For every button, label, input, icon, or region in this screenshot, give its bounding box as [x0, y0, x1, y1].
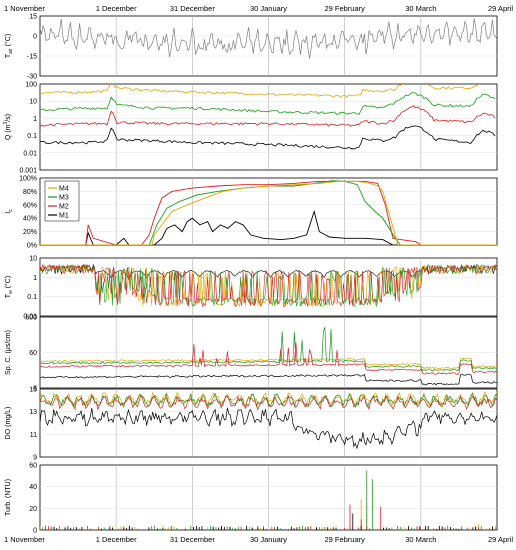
y-axis-label: DO (mg/L) [5, 407, 12, 440]
legend-label-M4: M4 [59, 186, 69, 193]
y-tick-label: 11 [30, 432, 37, 439]
y-tick-label: 20% [23, 229, 37, 236]
y-tick-label: -30 [27, 74, 37, 81]
y-tick-label: -15 [27, 54, 37, 61]
y-axis-label: Ic [5, 209, 14, 214]
y-tick-label: 15 [29, 14, 37, 21]
series-ice-M4 [40, 180, 497, 245]
y-tick-label: 13 [29, 409, 37, 416]
legend: M4 M3 M2 M1 [44, 180, 80, 222]
series-conductivity-M2 [40, 342, 497, 375]
y-axis-label: Turb. (NTU) [5, 479, 12, 516]
series-do-M1 [40, 407, 497, 450]
y-tick-label: 10 [29, 99, 37, 106]
y-tick-label: 0.001 [19, 168, 37, 175]
panel-ice: 100% 80% 60% 40% 20% 0% Ic M4 M3 M2 M1 [5, 176, 498, 250]
x-tick-label-top: 30 March [405, 4, 436, 13]
x-tick-label-bottom: 1 December [96, 535, 137, 544]
series-discharge-M2 [40, 105, 496, 128]
x-tick-label-bottom: 30 March [405, 535, 436, 544]
panel-turbidity: 60 40 20 0 Turb. (NTU) [5, 463, 498, 535]
y-tick-label: 0% [27, 243, 37, 250]
y-tick-label: 0.01 [23, 150, 37, 157]
series-do-M2 [40, 394, 497, 411]
series-discharge-M4 [40, 84, 480, 99]
panel-water_temp: 10 1 0.1 0.01 Tw (°C) [4, 256, 498, 321]
series-group [40, 326, 497, 386]
series-water-temp-M2 [40, 264, 497, 308]
panel-air: 15 0 -15 -30 Tair (°C) [4, 14, 498, 81]
y-axis-label: Sp. C. (μs/cm) [5, 330, 12, 375]
y-tick-label: 1 [33, 275, 37, 282]
y-tick-label: 80% [23, 189, 37, 196]
x-tick-label-bottom: 29 February [324, 535, 365, 544]
series-conductivity-M1 [40, 373, 497, 386]
y-axis-label: Q (m3/s) [3, 114, 12, 140]
x-tick-label-bottom: 1 November [4, 535, 45, 544]
legend-label-M2: M2 [59, 204, 69, 211]
series-group [40, 390, 497, 450]
series-ice-M2 [40, 180, 497, 245]
y-tick-label: 40% [23, 216, 37, 223]
series-water-temp-M1 [40, 263, 497, 280]
series-ice-M3 [40, 180, 497, 245]
y-tick-label: 6 [33, 386, 37, 393]
series-conductivity-M4 [40, 357, 497, 370]
x-tick-label-top: 31 December [170, 4, 216, 13]
y-tick-label: 9 [33, 455, 37, 462]
y-tick-label: 0.1 [27, 133, 37, 140]
x-tick-label-top: 1 December [96, 4, 137, 13]
series-group [40, 470, 496, 530]
x-tick-label-top: 29 April [488, 4, 513, 13]
series-conductivity-M3 [40, 326, 497, 372]
x-tick-label-top: 1 November [4, 4, 45, 13]
y-tick-label: 0 [33, 34, 37, 41]
series-do-M4 [40, 390, 497, 407]
y-tick-label: 60 [29, 350, 37, 357]
legend-label-M1: M1 [59, 213, 69, 220]
series-ice-M1 [40, 209, 497, 245]
legend-label-M3: M3 [59, 195, 69, 202]
x-tick-label-top: 30 January [250, 4, 287, 13]
y-tick-label: 100 [25, 82, 37, 89]
panel-discharge: 100 10 1 0.1 0.01 0.001 Q (m3/s) [3, 82, 498, 175]
series-group [40, 180, 497, 245]
y-tick-label: 20 [29, 506, 37, 513]
y-tick-label: 15 [29, 387, 37, 394]
panel-do: 15 13 11 9 DO (mg/L) [5, 387, 498, 462]
x-tick-label-bottom: 29 April [488, 535, 513, 544]
series-do-M3 [40, 392, 497, 409]
x-tick-label-bottom: 30 January [250, 535, 287, 544]
y-tick-label: 0.01 [23, 314, 37, 321]
x-tick-label-top: 29 February [324, 4, 365, 13]
y-tick-label: 40 [29, 484, 37, 491]
y-tick-label: 1 [33, 116, 37, 123]
y-tick-label: 60% [23, 202, 37, 209]
y-tick-label: 100% [19, 176, 37, 183]
series-group [40, 84, 496, 150]
y-axis-label: Tw (°C) [4, 276, 14, 298]
y-tick-label: 0.1 [27, 294, 37, 301]
series-discharge-M1 [40, 125, 496, 150]
series-group [40, 263, 497, 308]
series-group [40, 18, 497, 59]
series-discharge-M3 [40, 92, 496, 115]
y-tick-label: 60 [29, 463, 37, 470]
y-axis-label: Tair (°C) [4, 34, 14, 58]
series-air-temp [40, 18, 497, 59]
y-tick-label: 0 [33, 528, 37, 535]
y-tick-label: 600 [25, 315, 37, 322]
y-tick-label: 10 [29, 256, 37, 263]
panel-conductivity: 600 60 6 Sp. C. (μs/cm) [5, 315, 498, 393]
x-tick-label-bottom: 31 December [170, 535, 216, 544]
